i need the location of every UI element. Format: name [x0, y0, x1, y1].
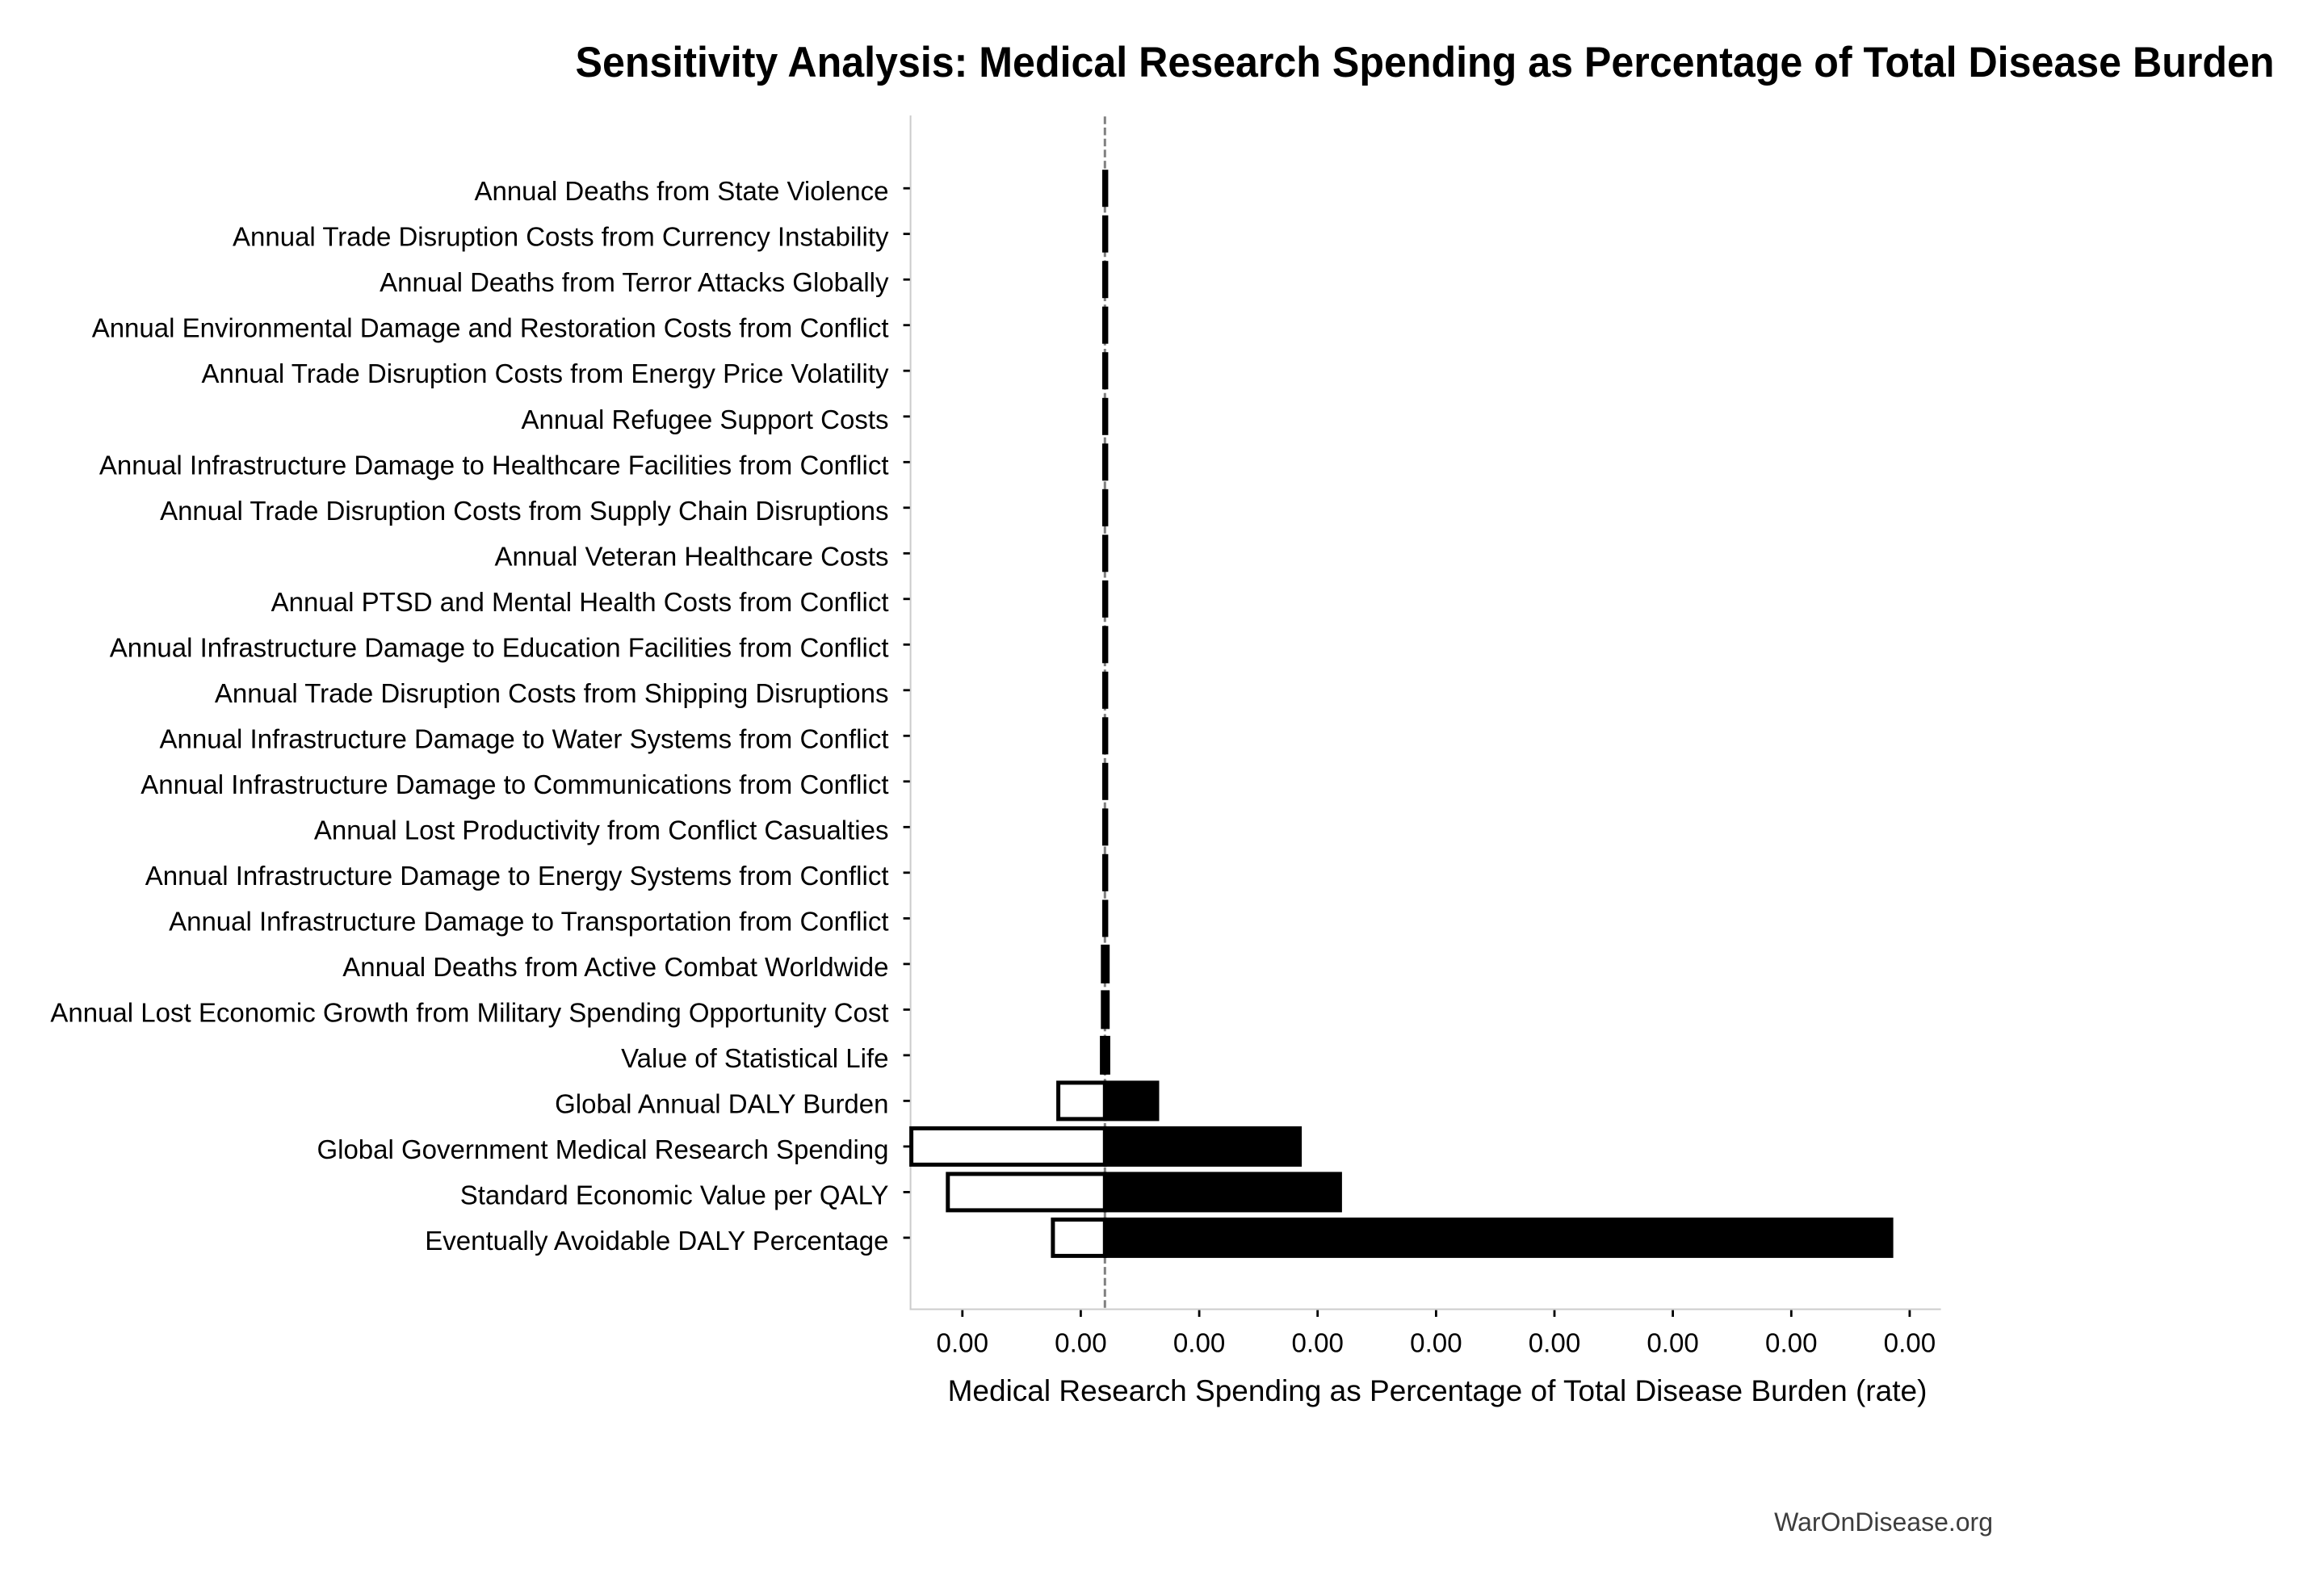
svg-text:Annual Infrastructure Damage t: Annual Infrastructure Damage to Healthca… — [99, 450, 889, 480]
svg-text:Sensitivity Analysis: Medical: Sensitivity Analysis: Medical Research S… — [576, 39, 2275, 86]
svg-text:0.00: 0.00 — [1055, 1327, 1107, 1357]
svg-text:0.00: 0.00 — [1765, 1327, 1818, 1357]
svg-text:Medical Research Spending as P: Medical Research Spending as Percentage … — [948, 1374, 1928, 1407]
svg-text:Annual Infrastructure Damage t: Annual Infrastructure Damage to Transpor… — [169, 906, 888, 936]
svg-text:Global Annual DALY Burden: Global Annual DALY Burden — [555, 1088, 888, 1118]
svg-text:0.00: 0.00 — [937, 1327, 989, 1357]
svg-text:WarOnDisease.org: WarOnDisease.org — [1774, 1507, 1993, 1537]
svg-text:Annual Infrastructure Damage t: Annual Infrastructure Damage to Water Sy… — [160, 723, 889, 753]
svg-text:Standard Economic Value per QA: Standard Economic Value per QALY — [460, 1180, 889, 1210]
svg-text:0.00: 0.00 — [1529, 1327, 1581, 1357]
svg-text:Annual Deaths from Terror Atta: Annual Deaths from Terror Attacks Global… — [380, 267, 889, 297]
svg-text:Annual Trade Disruption Costs: Annual Trade Disruption Costs from Shipp… — [215, 678, 889, 708]
svg-text:Value of Statistical Life: Value of Statistical Life — [621, 1043, 888, 1073]
svg-text:Annual Veteran Healthcare Cost: Annual Veteran Healthcare Costs — [495, 541, 889, 571]
svg-text:Annual Lost Productivity from: Annual Lost Productivity from Conflict C… — [314, 815, 889, 845]
svg-text:Annual PTSD and Mental Health: Annual PTSD and Mental Health Costs from… — [271, 587, 889, 617]
svg-text:Annual Trade Disruption Costs: Annual Trade Disruption Costs from Suppl… — [160, 496, 888, 526]
svg-text:Annual Deaths from State Viole: Annual Deaths from State Violence — [474, 176, 888, 206]
svg-text:Annual Environmental Damage an: Annual Environmental Damage and Restorat… — [92, 313, 889, 343]
svg-text:Eventually Avoidable DALY Perc: Eventually Avoidable DALY Percentage — [425, 1226, 888, 1256]
svg-text:0.00: 0.00 — [1291, 1327, 1344, 1357]
svg-text:Annual Deaths from Active Comb: Annual Deaths from Active Combat Worldwi… — [342, 952, 888, 982]
svg-text:Annual Trade Disruption Costs: Annual Trade Disruption Costs from Curre… — [233, 222, 889, 252]
svg-text:Annual Refugee Support Costs: Annual Refugee Support Costs — [522, 405, 889, 434]
svg-text:Annual Infrastructure Damage t: Annual Infrastructure Damage to Energy S… — [145, 861, 889, 891]
svg-text:Annual Lost Economic Growth fr: Annual Lost Economic Growth from Militar… — [50, 997, 888, 1027]
svg-text:0.00: 0.00 — [1884, 1327, 1936, 1357]
svg-text:Annual Trade Disruption Costs: Annual Trade Disruption Costs from Energ… — [201, 359, 889, 388]
svg-text:Annual Infrastructure Damage t: Annual Infrastructure Damage to Educatio… — [110, 632, 889, 662]
svg-text:Annual Infrastructure Damage t: Annual Infrastructure Damage to Communic… — [141, 769, 888, 799]
svg-text:0.00: 0.00 — [1173, 1327, 1226, 1357]
svg-text:0.00: 0.00 — [1410, 1327, 1462, 1357]
svg-text:0.00: 0.00 — [1647, 1327, 1699, 1357]
svg-text:Global Government Medical Rese: Global Government Medical Research Spend… — [317, 1134, 888, 1164]
